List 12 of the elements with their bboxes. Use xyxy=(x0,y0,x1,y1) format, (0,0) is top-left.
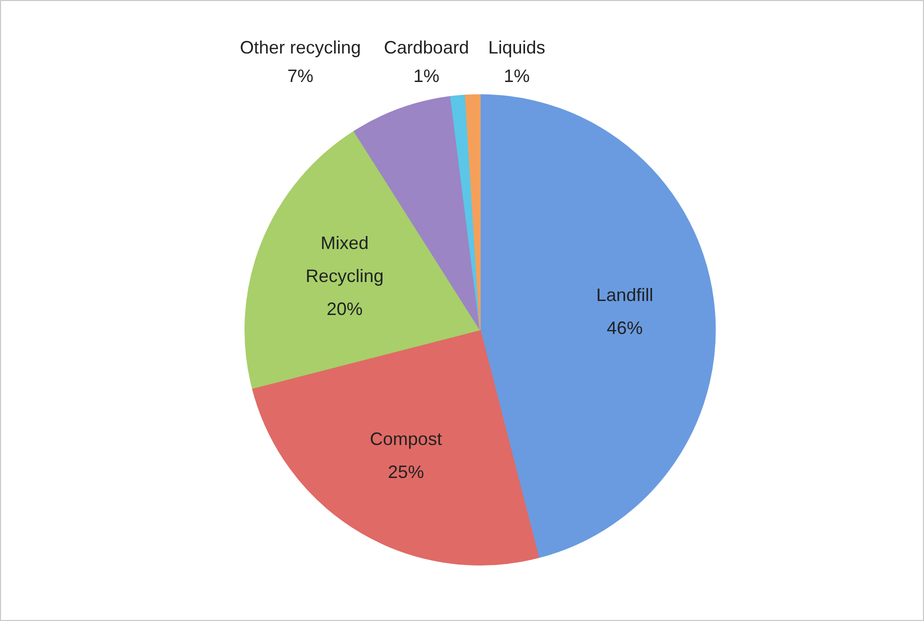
data-label: 25% xyxy=(388,462,424,482)
slice-label: Liquids xyxy=(488,38,546,58)
slice-label: Cardboard xyxy=(384,38,469,58)
slice-label: Mixed Recycling xyxy=(306,233,384,286)
data-label: 1% xyxy=(504,66,530,86)
slice-label: Landfill xyxy=(596,285,654,306)
slice-label: Other recycling xyxy=(240,38,361,58)
data-label: 46% xyxy=(606,318,643,338)
slice-label: Compost xyxy=(370,428,442,449)
data-label: 7% xyxy=(287,66,314,86)
data-label: 1% xyxy=(413,66,440,86)
data-label: 20% xyxy=(326,299,363,320)
